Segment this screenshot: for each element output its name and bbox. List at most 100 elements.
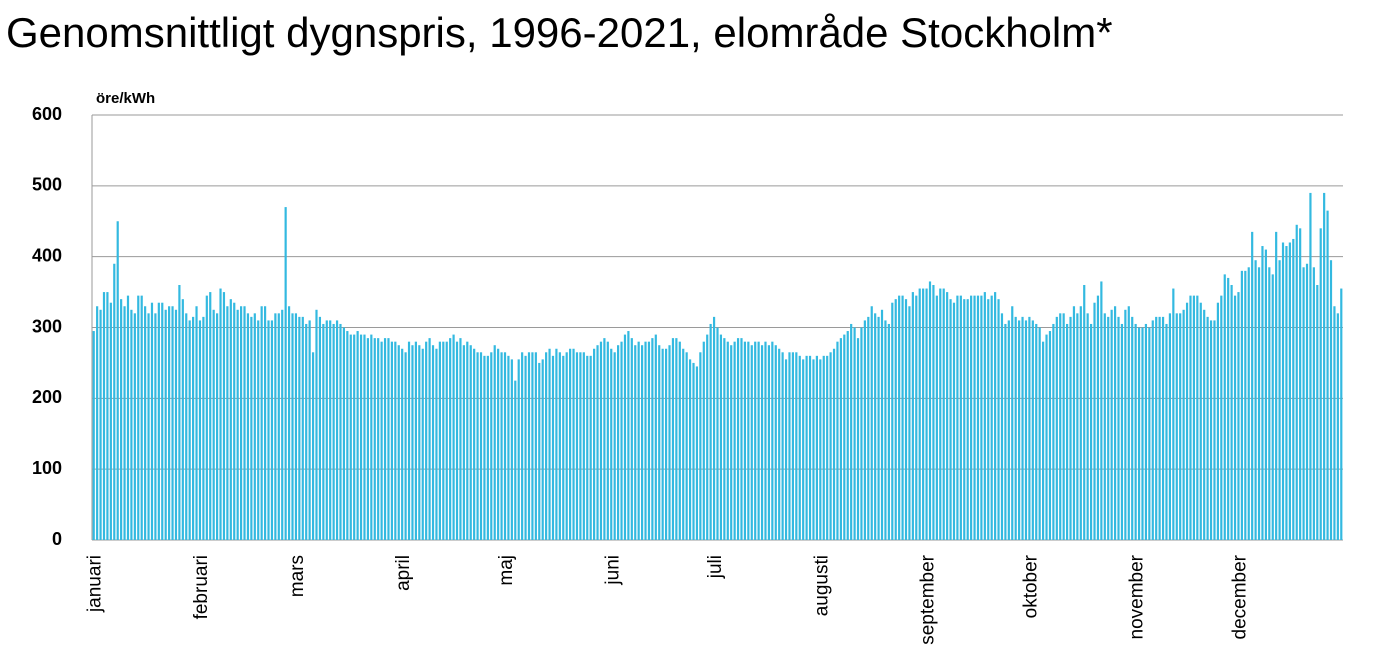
bar [1216,302,1219,540]
bar [274,313,277,540]
bar [682,348,685,540]
chart-title: Genomsnittligt dygnspris, 1996-2021, elo… [6,9,1113,56]
bar [939,288,942,540]
bar [239,306,243,540]
bar [1192,295,1196,540]
bar [1333,306,1336,540]
y-tick-label: 100 [32,458,62,478]
bar [335,320,339,540]
bar [538,362,541,540]
bar [730,345,733,540]
bar [716,327,719,540]
x-tick-label: februari [191,555,212,619]
bar [935,295,938,540]
bar [791,352,794,540]
bar [589,355,592,540]
bar [548,348,551,540]
bar [750,345,753,540]
bar [466,341,469,540]
bar [565,352,568,540]
bar [541,359,544,540]
bar [277,313,280,540]
bar [545,352,548,540]
bar [946,292,949,540]
bar [867,316,870,540]
bar [216,313,219,540]
bar [390,341,393,540]
bar [438,341,441,540]
bar [1079,306,1082,540]
bar [1137,327,1141,540]
bar [1254,260,1257,540]
bar [617,345,620,540]
bar [479,352,483,540]
bar [1185,302,1189,540]
bar [757,341,760,540]
bar [428,338,431,540]
bar [901,295,904,540]
bar [144,306,147,540]
bar [555,348,558,540]
x-tick-label: maj [496,555,517,586]
bar [1086,313,1089,540]
bar [130,309,133,540]
bar [884,320,887,540]
bar [455,341,459,540]
x-tick-label: december [1229,554,1250,639]
bar [692,362,695,540]
bar [521,352,524,540]
bar [363,334,366,540]
bar [551,355,555,540]
bar [932,285,935,540]
bar [1336,313,1339,540]
bar [997,299,1000,540]
bar [411,345,414,540]
bar [1172,288,1175,540]
bar [178,285,181,540]
bar [483,355,486,540]
bar [1233,295,1237,540]
bar [1089,323,1093,540]
bar [1083,285,1086,540]
bar [898,295,901,540]
bar [503,352,507,540]
bar [339,323,342,540]
bar [915,295,918,540]
bar [658,345,661,540]
bar [490,352,493,540]
bar [1127,306,1130,540]
bar [644,341,647,540]
bar [976,295,980,540]
bar [613,352,616,540]
bar [1042,341,1045,540]
bar [712,316,716,540]
bar [233,302,236,540]
bar [322,323,325,540]
bar [1168,313,1172,540]
bar [1024,320,1028,540]
bar [788,352,791,540]
bar [1220,295,1223,540]
bar [246,313,250,540]
bar [267,320,270,540]
bar [1292,238,1295,541]
bar [1011,306,1014,540]
bar [1065,323,1069,540]
bar [524,355,527,540]
bar [1045,334,1048,540]
bar [641,345,644,540]
bar [572,348,575,540]
bar [113,263,116,540]
bar [661,348,664,540]
bar [832,348,836,540]
bar [445,341,448,540]
bar [1062,313,1065,540]
bar [1278,260,1281,540]
bar [195,306,198,540]
bar [435,348,438,540]
bar [863,320,866,540]
bar [603,338,606,540]
bar [1059,313,1062,540]
bar [1103,313,1106,540]
